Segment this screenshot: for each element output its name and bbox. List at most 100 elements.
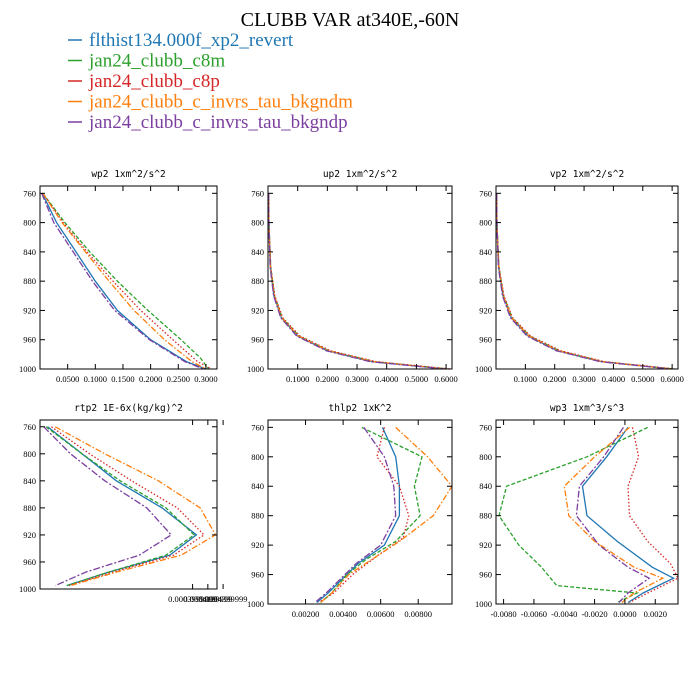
y-tick-label: 800 <box>23 449 36 459</box>
x-tick-label: 0.6000 <box>434 374 457 384</box>
series-line <box>268 193 447 369</box>
x-tick-label: 0.1000 <box>286 374 309 384</box>
series-line <box>314 427 397 603</box>
x-tick-label: 0.2000 <box>139 374 162 384</box>
x-tick-label: 0.1000 <box>84 374 107 384</box>
legend-item: jan24_clubb_c8p <box>68 71 220 92</box>
y-tick-label: 800 <box>251 218 264 228</box>
y-tick-label: 880 <box>251 276 264 286</box>
x-tick-label: 0.00600 <box>367 609 395 619</box>
plot-frame <box>495 419 679 605</box>
y-tick-label: 920 <box>251 540 264 550</box>
series-line <box>41 193 204 369</box>
y-tick-label: 880 <box>251 511 264 521</box>
y-tick-label: 960 <box>479 570 492 580</box>
series-line <box>627 427 678 604</box>
x-tick-label: 0.3000 <box>345 374 368 384</box>
plot-frame <box>267 185 453 370</box>
series-line <box>42 192 207 369</box>
x-tick-label: 0.3000 <box>572 374 595 384</box>
series-line <box>45 426 196 587</box>
x-tick-label: 0.2500 <box>167 374 190 384</box>
y-tick-label: 760 <box>23 188 36 198</box>
panel-title: up2 1xm^2/s^2 <box>323 169 397 180</box>
x-tick-label: 0.00200 <box>292 609 320 619</box>
series-line <box>268 193 451 369</box>
series-line <box>496 193 674 369</box>
series-line <box>498 426 648 604</box>
y-tick-label: 760 <box>479 188 492 198</box>
x-tick-label: 0.2000 <box>316 374 339 384</box>
y-tick-label: 840 <box>23 476 36 486</box>
series-group <box>498 426 678 604</box>
series-line <box>496 193 676 369</box>
legend-label: flthist134.000f_xp2_revert <box>89 30 294 51</box>
panel-6: wp3 1xm^3/s^37608008408809209601000-0.00… <box>475 403 679 619</box>
panel-3: vp2 1xm^2/s^2 760 800 840 880 920 960 1000 0.100… <box>475 169 684 384</box>
x-tick-label: 0.0500 <box>56 374 79 384</box>
x-tick-label: 0.0020 <box>644 609 667 619</box>
y-tick-label: 1000 <box>247 599 264 609</box>
y-tick-label: 960 <box>23 335 36 345</box>
y-tick-label: 880 <box>23 276 36 286</box>
y-tick-label: 920 <box>479 305 492 315</box>
y-tick-label: 840 <box>479 481 492 491</box>
series-line <box>320 426 423 603</box>
figure-title: CLUBB VAR at340E,-60N <box>241 9 460 31</box>
y-tick-label: 760 <box>479 422 492 432</box>
panels: wp2 1xm^2/s^2 760 800 840 880 920 960 1000 0.050… <box>19 169 684 619</box>
panel-title: vp2 1xm^2/s^2 <box>550 169 624 180</box>
series-line <box>51 426 206 587</box>
y-tick-label: 960 <box>23 557 36 567</box>
x-tick-label: 0.4000 <box>602 374 625 384</box>
x-tick-label: 0.5000 <box>631 374 654 384</box>
y-tick-label: 760 <box>251 188 264 198</box>
y-tick-label: 960 <box>251 335 264 345</box>
y-tick-label: 880 <box>479 276 492 286</box>
y-tick-label: 760 <box>23 422 36 432</box>
x-tick-label: -0.0080 <box>490 609 516 619</box>
panel-title: wp2 1xm^2/s^2 <box>91 169 165 180</box>
y-tick-label: 800 <box>479 452 492 462</box>
series-line <box>316 427 401 603</box>
panel-2: up2 1xm^2/s^2 760 800 840 880 920 960 1000 0.100… <box>247 169 458 384</box>
legend-label: jan24_clubb_c_invrs_tau_bkgndm <box>88 92 353 113</box>
y-tick-label: 920 <box>23 305 36 315</box>
y-tick-label: 1000 <box>475 364 492 374</box>
panel-4: rtp2 1E-6x(kg/kg)^2 760 800 840 880 920 960 100… <box>19 403 248 604</box>
legend-label: jan24_clubb_c8m <box>88 51 225 72</box>
x-tick-label: 0.00800 <box>404 609 432 619</box>
plot-frame <box>39 419 218 590</box>
y-tick-label: 1000 <box>19 584 36 594</box>
legend-item: jan24_clubb_c8m <box>68 51 225 72</box>
panel-title: thlp2 1xK^2 <box>329 403 392 414</box>
y-tick-label: 800 <box>479 218 492 228</box>
plot-frame <box>267 419 453 605</box>
y-tick-label: 840 <box>251 247 264 257</box>
series-line <box>496 193 673 369</box>
series-line <box>47 426 198 587</box>
y-tick-label: 840 <box>23 247 36 257</box>
y-tick-label: 1000 <box>19 364 36 374</box>
y-tick-label: 920 <box>23 530 36 540</box>
series-line <box>268 193 448 369</box>
y-tick-label: 800 <box>23 218 36 228</box>
x-tick-label: 0.0003999999 <box>168 594 217 604</box>
series-line <box>496 193 671 369</box>
y-tick-label: 840 <box>251 481 264 491</box>
panel-1: wp2 1xm^2/s^2 760 800 840 880 920 960 1000 0.050… <box>19 169 218 384</box>
series-line <box>42 192 210 369</box>
x-tick-label: 0.2000 <box>543 374 566 384</box>
series-line <box>563 426 665 604</box>
y-tick-label: 880 <box>23 503 36 513</box>
series-group <box>268 193 451 369</box>
series-line <box>268 193 450 369</box>
series-line <box>318 427 410 604</box>
x-tick-label: -0.0060 <box>521 609 547 619</box>
series-line <box>54 426 217 587</box>
panel-title: wp3 1xm^3/s^3 <box>550 403 624 414</box>
series-line <box>268 193 446 369</box>
legend-label: jan24_clubb_c_invrs_tau_bkgndp <box>88 112 348 133</box>
y-tick-label: 880 <box>479 511 492 521</box>
